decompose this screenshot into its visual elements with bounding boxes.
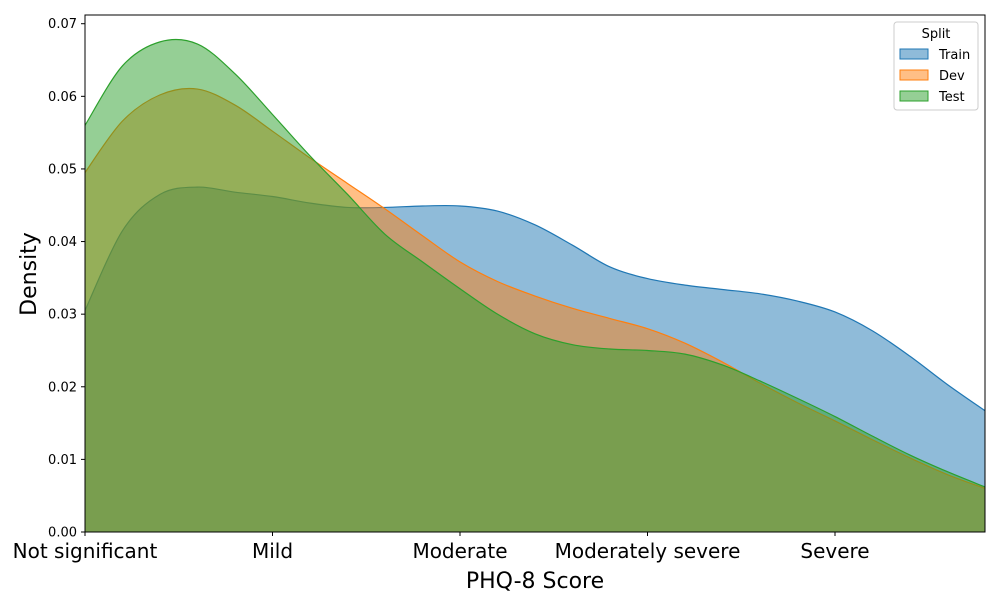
legend-label-train: Train [938,48,970,63]
x-tick-label: Mild [252,539,293,563]
x-axis: Not significant Mild Moderate Moderately se… [13,532,870,563]
legend-label-test: Test [938,90,965,105]
legend-label-dev: Dev [939,69,965,84]
legend-swatch-dev [899,69,929,81]
x-tick-label: Moderately severe [555,539,741,563]
legend-box [893,21,979,111]
y-tick-label: 0.00 [48,526,77,541]
x-tick-label: Moderate [412,539,507,563]
x-tick-label: Not significant [13,539,158,563]
y-tick-label: 0.06 [48,90,77,105]
x-axis-title: PHQ-8 Score [466,569,604,594]
plot-areas [84,38,986,533]
y-tick-label: 0.04 [48,235,77,250]
legend-title: Split [922,27,951,42]
legend-swatch-test [899,90,929,102]
legend-swatch-train [899,48,929,60]
density-area-test [85,39,985,532]
y-tick-label: 0.02 [48,380,77,395]
y-tick-label: 0.05 [48,162,77,177]
plot-frame [84,14,986,533]
y-tick-label: 0.07 [48,17,77,32]
x-tick-label: Severe [800,539,869,563]
legend: Split Train Dev Test [893,21,979,111]
y-tick-label: 0.01 [48,453,77,468]
y-axis-title: Density [17,232,42,316]
y-axis: 0.00 0.01 0.02 0.03 0.04 0.05 0.06 0.07 [48,17,85,541]
y-tick-label: 0.03 [48,308,77,323]
density-line-test [84,38,986,488]
